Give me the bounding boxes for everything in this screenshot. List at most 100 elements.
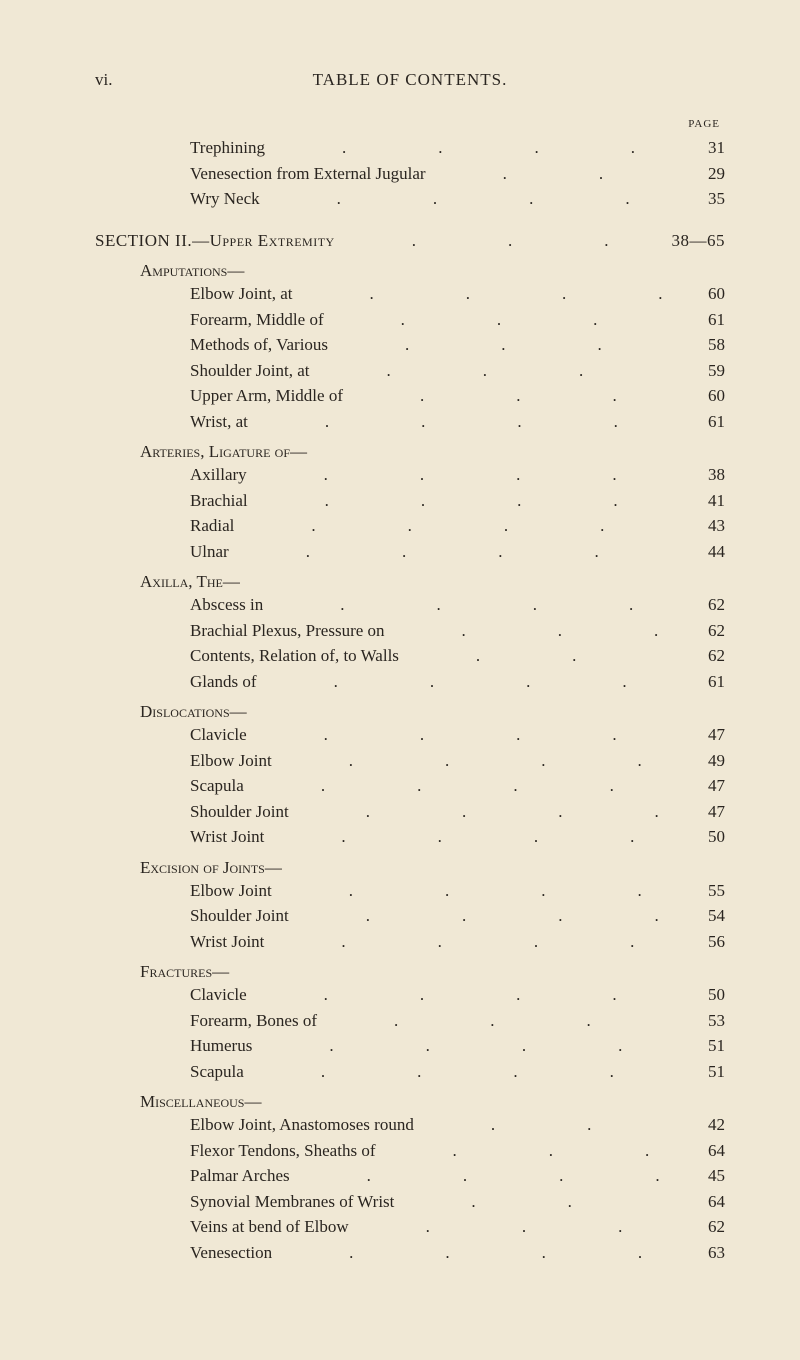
page-number: vi. [95, 70, 112, 90]
toc-row: Wry Neck35 [95, 186, 725, 212]
toc-row: Abscess in62 [95, 592, 725, 618]
toc-row: Venesection from External Jugular29 [95, 161, 725, 187]
toc-page: 53 [665, 1008, 725, 1034]
toc-label: Elbow Joint [95, 878, 665, 904]
toc-row: Venesection63 [95, 1240, 725, 1266]
toc-row: Contents, Relation of, to Walls62 [95, 643, 725, 669]
toc-page: 47 [665, 773, 725, 799]
toc-row: Humerus51 [95, 1033, 725, 1059]
toc-row: Veins at bend of Elbow62 [95, 1214, 725, 1240]
toc-row: Brachial Plexus, Pressure on62 [95, 618, 725, 644]
toc-page: 60 [665, 281, 725, 307]
toc-group-heading: Miscellaneous— [95, 1092, 725, 1112]
toc-page: 62 [665, 643, 725, 669]
toc-label: Palmar Arches [95, 1163, 665, 1189]
toc-label: Humerus [95, 1033, 665, 1059]
toc-row: Elbow Joint55 [95, 878, 725, 904]
toc-row: Glands of61 [95, 669, 725, 695]
toc-group-heading: Fractures— [95, 962, 725, 982]
toc-page: 31 [665, 135, 725, 161]
toc-page: 29 [665, 161, 725, 187]
toc-group: Amputations—Elbow Joint, at60Forearm, Mi… [95, 261, 725, 434]
toc-row: Scapula51 [95, 1059, 725, 1085]
toc-page: 51 [665, 1059, 725, 1085]
toc-page: 49 [665, 748, 725, 774]
toc-label: Veins at bend of Elbow [95, 1214, 665, 1240]
toc-group-heading: Excision of Joints— [95, 858, 725, 878]
toc-label: Shoulder Joint [95, 903, 665, 929]
toc-page: 54 [665, 903, 725, 929]
toc-label: Abscess in [95, 592, 665, 618]
toc-label: Shoulder Joint, at [95, 358, 665, 384]
toc-page: 56 [665, 929, 725, 955]
toc-label: Clavicle [95, 722, 665, 748]
toc-label: Forearm, Middle of [95, 307, 665, 333]
toc-row: Trephining31 [95, 135, 725, 161]
toc-page: 45 [665, 1163, 725, 1189]
toc-label: Flexor Tendons, Sheaths of [95, 1138, 665, 1164]
toc-row: Scapula47 [95, 773, 725, 799]
toc-label: Scapula [95, 1059, 665, 1085]
toc-label: Wry Neck [95, 186, 665, 212]
toc-label: Synovial Membranes of Wrist [95, 1189, 665, 1215]
toc-page: 47 [665, 722, 725, 748]
toc-page: 51 [665, 1033, 725, 1059]
toc-label: Wrist Joint [95, 824, 665, 850]
toc-row: Shoulder Joint, at59 [95, 358, 725, 384]
page-header-label: PAGE [95, 118, 725, 130]
toc-label: Elbow Joint, Anastomoses round [95, 1112, 665, 1138]
toc-label: Wrist, at [95, 409, 665, 435]
toc-row: Elbow Joint, Anastomoses round42 [95, 1112, 725, 1138]
toc-group: Fractures—Clavicle50Forearm, Bones of53H… [95, 962, 725, 1084]
top-entries: Trephining31Venesection from External Ju… [95, 135, 725, 212]
toc-label: Scapula [95, 773, 665, 799]
toc-page: 64 [665, 1189, 725, 1215]
toc-row: Methods of, Various58 [95, 332, 725, 358]
toc-row: Shoulder Joint47 [95, 799, 725, 825]
toc-row: Synovial Membranes of Wrist64 [95, 1189, 725, 1215]
toc-page: 55 [665, 878, 725, 904]
page-title: TABLE OF CONTENTS. [95, 70, 725, 90]
toc-page: 61 [665, 307, 725, 333]
toc-page: 50 [665, 824, 725, 850]
toc-page: 63 [665, 1240, 725, 1266]
toc-group-heading: Amputations— [95, 261, 725, 281]
toc-groups: Amputations—Elbow Joint, at60Forearm, Mi… [95, 261, 725, 1265]
toc-page: 35 [665, 186, 725, 212]
toc-row: Wrist, at61 [95, 409, 725, 435]
toc-row: Shoulder Joint54 [95, 903, 725, 929]
toc-label: Trephining [95, 135, 665, 161]
toc-row: Flexor Tendons, Sheaths of64 [95, 1138, 725, 1164]
toc-label: Elbow Joint [95, 748, 665, 774]
toc-page: 41 [665, 488, 725, 514]
toc-group: Excision of Joints—Elbow Joint55Shoulder… [95, 858, 725, 955]
toc-page: 58 [665, 332, 725, 358]
toc-label: Elbow Joint, at [95, 281, 665, 307]
toc-row: Clavicle50 [95, 982, 725, 1008]
toc-row: Upper Arm, Middle of60 [95, 383, 725, 409]
toc-page: 61 [665, 409, 725, 435]
toc-row: Wrist Joint56 [95, 929, 725, 955]
toc-group: Arteries, Ligature of—Axillary38Brachial… [95, 442, 725, 564]
toc-page: 38 [665, 462, 725, 488]
toc-group: Axilla, The—Abscess in62Brachial Plexus,… [95, 572, 725, 694]
toc-row: Forearm, Middle of61 [95, 307, 725, 333]
toc-group-heading: Arteries, Ligature of— [95, 442, 725, 462]
toc-row: Brachial41 [95, 488, 725, 514]
toc-label: Venesection [95, 1240, 665, 1266]
section-ii-page: 38—65 [662, 228, 726, 254]
toc-label: Forearm, Bones of [95, 1008, 665, 1034]
toc-group-heading: Dislocations— [95, 702, 725, 722]
toc-group: Dislocations—Clavicle47Elbow Joint49Scap… [95, 702, 725, 850]
toc-label: Brachial Plexus, Pressure on [95, 618, 665, 644]
toc-page: 42 [665, 1112, 725, 1138]
toc-label: Contents, Relation of, to Walls [95, 643, 665, 669]
toc-page: 50 [665, 982, 725, 1008]
toc-row: Elbow Joint, at60 [95, 281, 725, 307]
toc-row: Axillary38 [95, 462, 725, 488]
toc-page: 62 [665, 592, 725, 618]
toc-label: Radial [95, 513, 665, 539]
toc-group: Miscellaneous—Elbow Joint, Anastomoses r… [95, 1092, 725, 1265]
toc-label: Axillary [95, 462, 665, 488]
toc-row: Ulnar44 [95, 539, 725, 565]
